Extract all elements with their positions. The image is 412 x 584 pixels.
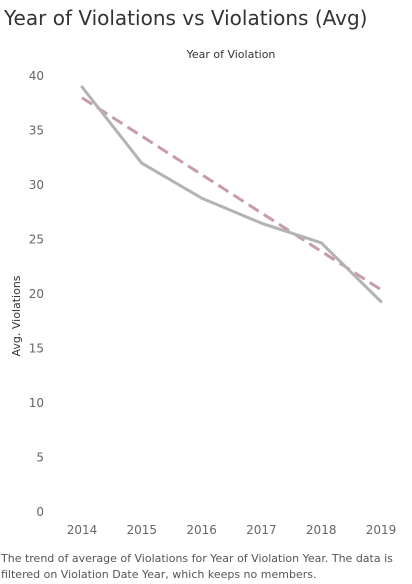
y-tick-label: 10 xyxy=(29,396,44,410)
chart-area: Year of Violation Avg. Violations 0 5 10 15… xyxy=(0,40,412,545)
chart-caption: The trend of average of Violations for Y… xyxy=(1,552,393,581)
x-axis-title: Year of Violation xyxy=(186,48,276,61)
trend-line-group xyxy=(81,96,382,291)
series-line xyxy=(80,85,383,304)
x-tick-label: 2015 xyxy=(127,523,158,537)
y-tick-label: 40 xyxy=(29,69,44,83)
x-tick-label: 2014 xyxy=(67,523,98,537)
y-tick-label: 35 xyxy=(29,124,44,138)
y-axis-title: Avg. Violations xyxy=(10,275,23,356)
line-chart: Year of Violation Avg. Violations 0 5 10 15… xyxy=(10,48,397,537)
series-group xyxy=(80,85,383,304)
y-tick-label: 15 xyxy=(29,342,44,356)
y-tick-label: 25 xyxy=(29,233,44,247)
y-tick-label: 30 xyxy=(29,178,44,192)
y-tick-label: 0 xyxy=(36,505,44,519)
y-tick-label: 5 xyxy=(36,451,44,465)
x-tick-label: 2017 xyxy=(246,523,277,537)
chart-title: Year of Violations vs Violations (Avg) xyxy=(4,6,368,30)
x-tick-label: 2019 xyxy=(366,523,397,537)
trend-line xyxy=(81,96,382,291)
y-axis-ticks: 0 5 10 15 20 25 30 35 40 xyxy=(29,69,44,519)
x-axis-ticks: 2014 2015 2016 2017 2018 2019 xyxy=(67,523,397,537)
x-tick-label: 2016 xyxy=(186,523,217,537)
x-tick-label: 2018 xyxy=(306,523,337,537)
y-tick-label: 20 xyxy=(29,287,44,301)
